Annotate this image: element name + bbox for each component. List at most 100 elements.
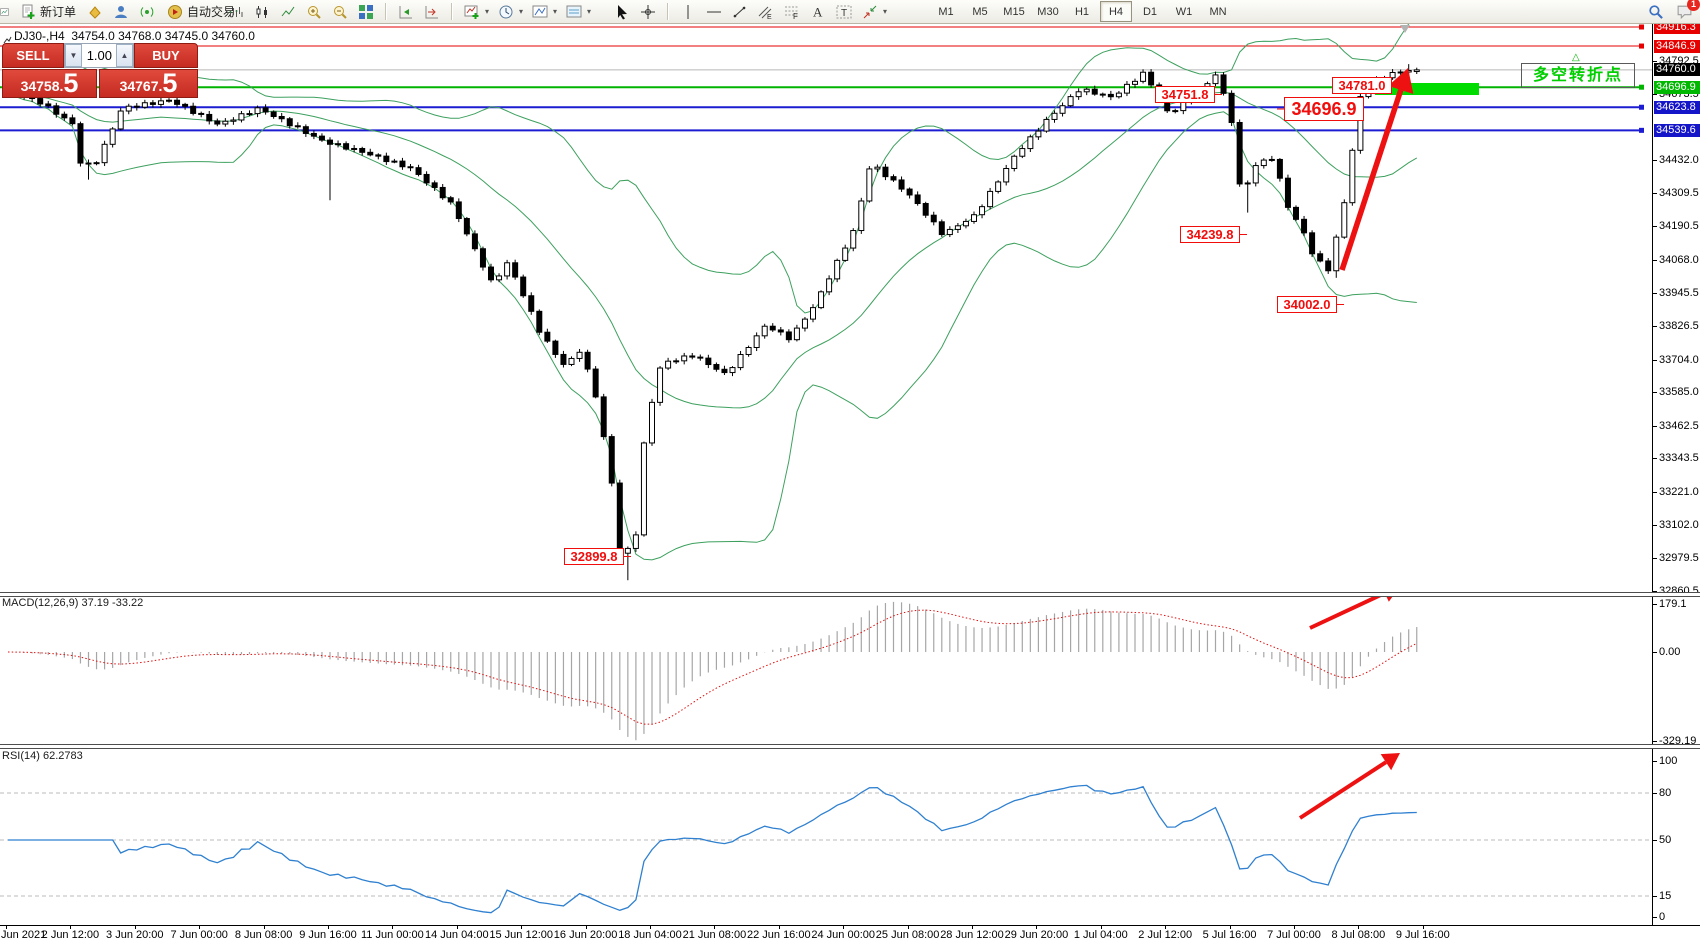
axis-tick	[1653, 392, 1657, 394]
price-annotation-label[interactable]: 32899.8	[564, 548, 624, 565]
chart-shift-marker[interactable]	[1400, 25, 1410, 33]
chevron-down-icon[interactable]: ▾	[553, 7, 558, 16]
fibonacci-button[interactable]: F	[782, 2, 801, 21]
macd-label: MACD(12,26,9) 37.19 -33.22	[2, 597, 144, 609]
axis-tick	[1653, 193, 1657, 195]
templates-button[interactable]	[564, 2, 583, 21]
objects-list-button[interactable]	[530, 2, 549, 21]
axis-tick	[1653, 425, 1657, 427]
price-annotation-label[interactable]: 34696.9	[1284, 97, 1364, 121]
zoom-in-button[interactable]	[304, 2, 323, 21]
timeframe-button-h4[interactable]: H4	[1100, 1, 1132, 22]
date-label: 8 Jul 08:00	[1331, 929, 1386, 941]
price-tick-label: 34190.5	[1659, 220, 1699, 233]
timeframe-button-d1[interactable]: D1	[1142, 5, 1158, 18]
chat-button[interactable]: 1	[1675, 0, 1700, 21]
buy-price-panel[interactable]: 34767. 5	[99, 69, 198, 98]
time-tick	[134, 926, 136, 929]
timeframe-button-m15[interactable]: M15	[1003, 5, 1025, 18]
price-annotation-label[interactable]: 34239.8	[1180, 226, 1240, 243]
time-axis[interactable]: Jun 2021 2 Jun 12:00 3 Jun 20:00 7 Jun 00:0…	[0, 925, 1700, 942]
bar-chart-button[interactable]	[226, 2, 245, 21]
buy-button[interactable]: BUY	[134, 43, 198, 68]
periods-button[interactable]	[496, 2, 515, 21]
panel-splitter[interactable]	[0, 592, 1700, 597]
buy-price-int: 34767	[119, 78, 159, 94]
volume-increase-button[interactable]: ▲	[116, 44, 133, 67]
text-button[interactable]: A	[808, 2, 827, 21]
timeframe-button-m5[interactable]: M5	[972, 5, 988, 18]
horizontal-line-button[interactable]	[704, 2, 723, 21]
timeframe-button-w1[interactable]: W1	[1175, 5, 1193, 18]
volume-value[interactable]: 1.00	[86, 48, 112, 63]
arrows-button[interactable]	[860, 2, 879, 21]
vertical-line-button[interactable]	[678, 2, 697, 21]
price-level-label: 34760.0	[1654, 63, 1700, 77]
turning-point-label[interactable]: 多空转折点	[1521, 63, 1635, 88]
macd-axis[interactable]: 179.1 0.00 -329.19	[1652, 596, 1700, 747]
macd-indicator-svg[interactable]	[0, 596, 1653, 744]
chevron-down-icon[interactable]: ▾	[883, 7, 888, 16]
date-label: 16 Jun 20:00	[553, 929, 618, 941]
time-tick	[1036, 926, 1038, 929]
axis-tick	[1653, 93, 1657, 95]
panel-splitter[interactable]	[0, 744, 1700, 749]
date-label: 21 Jun 08:00	[682, 929, 747, 941]
equidistant-channel-button[interactable]: E	[756, 2, 775, 21]
text-label-button[interactable]: T	[834, 2, 853, 21]
macd-histogram	[15, 601, 1418, 741]
candles	[5, 64, 1420, 581]
trendline-button[interactable]	[730, 2, 749, 21]
axis-tick	[1653, 896, 1657, 897]
rsi-tick-label: 100	[1659, 755, 1678, 767]
sell-button[interactable]: SELL	[2, 43, 64, 68]
time-tick	[1165, 926, 1167, 929]
price-annotation-label[interactable]: 34781.0	[1332, 77, 1392, 94]
price-level-label: 34623.8	[1654, 100, 1700, 114]
timeframe-button-h1[interactable]: H1	[1074, 5, 1090, 18]
search-icon[interactable]	[1646, 2, 1665, 21]
new-order-button[interactable]: 新订单	[16, 1, 78, 22]
price-annotation-label[interactable]: 34002.0	[1277, 296, 1337, 313]
market-icon[interactable]	[85, 2, 104, 21]
auto-trading-icon	[165, 2, 184, 21]
auto-scroll-button[interactable]	[396, 2, 415, 21]
price-chart-svg[interactable]	[0, 23, 1653, 592]
signal-icon[interactable]	[137, 2, 156, 21]
axis-tick	[1653, 359, 1657, 361]
line-chart-button[interactable]	[278, 2, 297, 21]
rsi-indicator-svg[interactable]	[0, 748, 1653, 925]
date-label: 5 Jul 16:00	[1202, 929, 1257, 941]
tile-windows-button[interactable]	[356, 2, 375, 21]
axis-tick	[1653, 793, 1657, 794]
rsi-axis[interactable]: 100 80 50 15 0	[1652, 748, 1700, 925]
candlestick-chart-button[interactable]	[252, 2, 271, 21]
timeframe-button-mn[interactable]: MN	[1209, 5, 1227, 18]
svg-text:F: F	[793, 12, 798, 20]
indicators-button[interactable]	[462, 2, 481, 21]
price-tick-label: 33704.0	[1659, 353, 1699, 366]
sell-price-panel[interactable]: 34758. 5	[2, 69, 97, 98]
price-axis[interactable]: 34792.534673.534432.034309.534190.534068…	[1652, 20, 1700, 597]
chart-window-icon[interactable]	[0, 2, 9, 21]
auto-trading-button[interactable]: 自动交易	[163, 1, 237, 22]
timeframe-button-m30[interactable]: M30	[1037, 5, 1059, 18]
profile-icon[interactable]	[111, 2, 130, 21]
price-annotation-label[interactable]: 34751.8	[1155, 86, 1215, 103]
crosshair-button[interactable]	[638, 2, 657, 21]
axis-tick	[1653, 591, 1657, 592]
time-tick	[392, 926, 394, 929]
cursor-button[interactable]	[612, 2, 631, 21]
chart-shift-button[interactable]	[422, 2, 441, 21]
chevron-down-icon[interactable]: ▾	[587, 7, 592, 16]
time-tick	[1100, 926, 1102, 929]
timeframe-button-m1[interactable]: M1	[938, 5, 954, 18]
zoom-out-button[interactable]	[330, 2, 349, 21]
chevron-down-icon[interactable]: ▾	[485, 7, 490, 16]
chevron-down-icon[interactable]: ▾	[519, 7, 524, 16]
volume-decrease-button[interactable]: ▼	[65, 44, 82, 67]
rsi-line	[8, 784, 1417, 914]
price-level-label: 34846.9	[1654, 39, 1700, 53]
macd-tick-label: 0.00	[1659, 646, 1681, 658]
buy-price-frac: 5	[162, 68, 178, 98]
